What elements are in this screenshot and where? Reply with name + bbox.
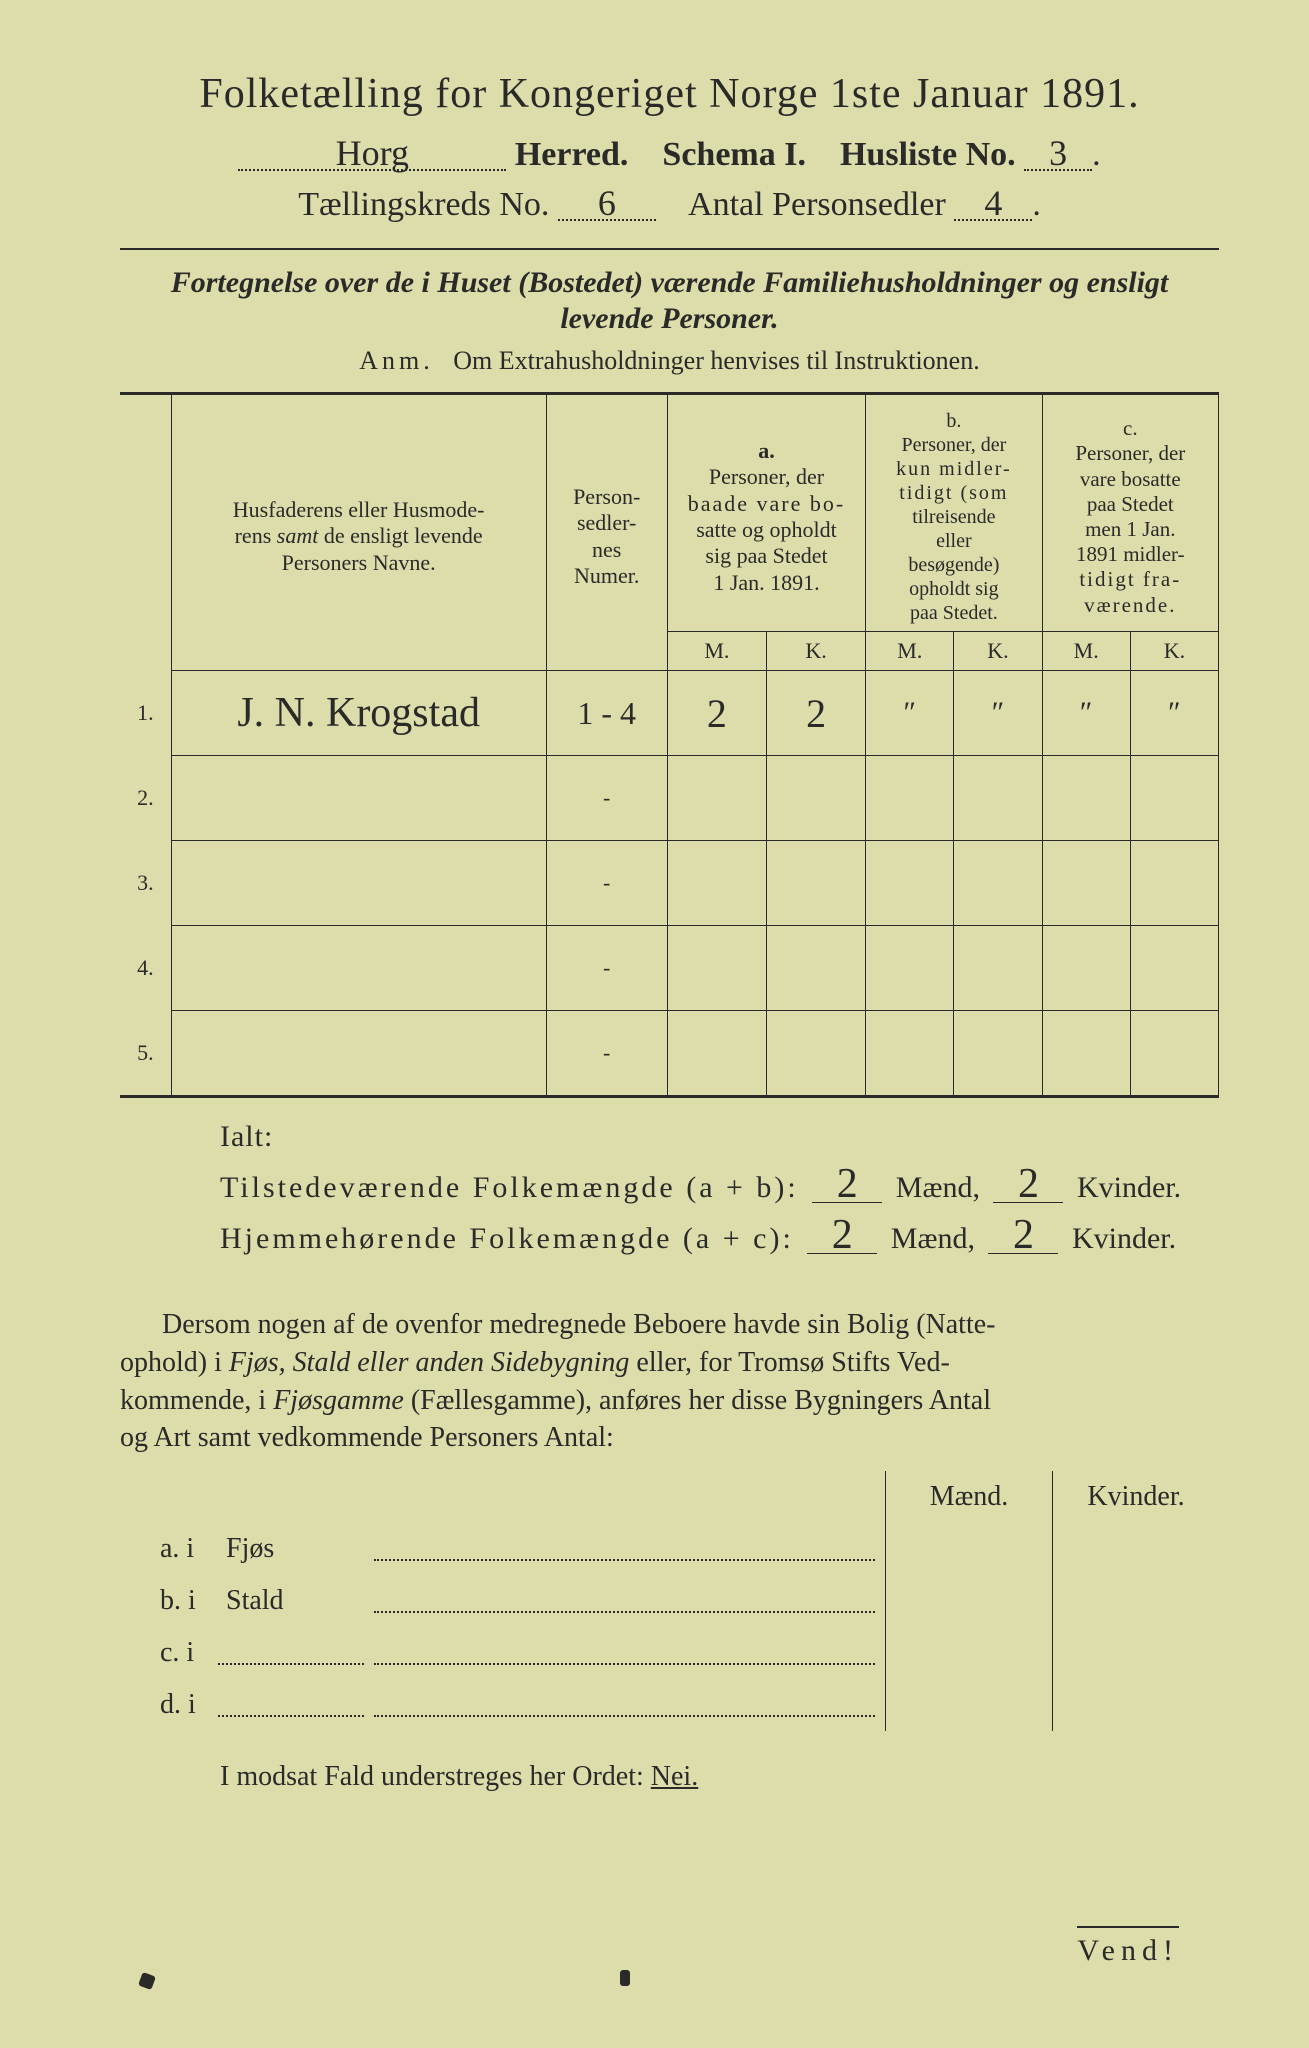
building-word	[218, 1627, 374, 1679]
row-num: 2.	[120, 756, 171, 841]
table-row: 1. J. N. Krogstad 1 - 4 2 2 ″ ″ ″ ″	[120, 671, 1219, 756]
vend-label: Vend!	[1077, 1926, 1179, 1968]
col-a-header: a. Personer, der baade vare bo- satte og…	[667, 394, 865, 632]
page-title: Folketælling for Kongeriget Norge 1ste J…	[120, 70, 1219, 118]
table-row: 4. -	[120, 926, 1219, 1011]
col-b-k: K.	[954, 632, 1042, 671]
row-name	[171, 756, 546, 841]
anm-label: Anm.	[359, 346, 434, 375]
row-sedler: 1 - 4	[546, 671, 667, 756]
building-letter: a. i	[120, 1523, 218, 1575]
husliste-label: Husliste No.	[840, 136, 1016, 173]
building-word: Fjøs	[218, 1523, 374, 1575]
row-sedler: -	[546, 841, 667, 926]
row-name	[171, 926, 546, 1011]
header-line-2: Horg Herred. Schema I. Husliste No. 3.	[120, 136, 1219, 174]
col-a-m: M.	[667, 632, 766, 671]
blank-header	[120, 394, 171, 671]
building-letter: b. i	[120, 1575, 218, 1627]
row-cM: ″	[1042, 671, 1130, 756]
divider	[120, 248, 1219, 250]
husliste-value: 3	[1024, 137, 1092, 171]
hjemme-line: Hjemmehørende Folkemængde (a + c): 2 Mæn…	[220, 1219, 1219, 1256]
herred-label: Herred.	[515, 136, 629, 173]
kreds-label: Tællingskreds No.	[298, 186, 549, 223]
schema-label: Schema I.	[662, 136, 806, 173]
tilstede-line: Tilstedeværende Folkemængde (a + b): 2 M…	[220, 1168, 1219, 1205]
col-c-m: M.	[1042, 632, 1130, 671]
building-word: Stald	[218, 1575, 374, 1627]
building-letter: d. i	[120, 1679, 218, 1731]
row-aK: 2	[767, 671, 866, 756]
subtitle-1: Fortegnelse over de i Huset (Bostedet) v…	[120, 266, 1219, 300]
antal-label: Antal Personsedler	[688, 186, 946, 223]
mk-maend-header: Mænd.	[886, 1471, 1053, 1523]
col-c-header: c. Personer, der vare bosatte paa Stedet…	[1042, 394, 1218, 632]
anm-text: Om Extrahusholdninger henvises til Instr…	[453, 346, 979, 375]
row-sedler: -	[546, 926, 667, 1011]
row-sedler: -	[546, 1011, 667, 1097]
col-b-header: b. Personer, der kun midler- tidigt (som…	[866, 394, 1042, 632]
col-b-m: M.	[866, 632, 954, 671]
row-bM: ″	[866, 671, 954, 756]
header-line-3: Tællingskreds No. 6 Antal Personsedler 4…	[120, 186, 1219, 224]
table-body: 1. J. N. Krogstad 1 - 4 2 2 ″ ″ ″ ″ 2. -…	[120, 671, 1219, 1097]
subtitle-2: levende Personer.	[120, 302, 1219, 336]
building-paragraph: Dersom nogen af de ovenfor medregnede Be…	[120, 1306, 1219, 1457]
kreds-value: 6	[558, 187, 656, 221]
col-c-k: K.	[1130, 632, 1218, 671]
tilstede-k: 2	[993, 1168, 1063, 1203]
col-a-k: K.	[767, 632, 866, 671]
ink-mark	[138, 1972, 156, 1990]
row-sedler: -	[546, 756, 667, 841]
table-row: 3. -	[120, 841, 1219, 926]
row-num: 1.	[120, 671, 171, 756]
row-num: 5.	[120, 1011, 171, 1097]
nei-line: I modsat Fald understreges her Ordet: Ne…	[120, 1761, 1219, 1793]
anm-line: Anm. Om Extrahusholdninger henvises til …	[120, 346, 1219, 376]
building-row: c. i	[120, 1627, 1219, 1679]
row-name	[171, 1011, 546, 1097]
mk-kvinder-header: Kvinder.	[1053, 1471, 1220, 1523]
household-table: Husfaderens eller Husmode- rens samt de …	[120, 392, 1219, 1098]
census-form-page: Folketælling for Kongeriget Norge 1ste J…	[0, 0, 1309, 2048]
ink-mark	[620, 1970, 630, 1986]
row-name	[171, 841, 546, 926]
hjemme-k: 2	[988, 1219, 1058, 1254]
col-num-header: Person- sedler- nes Numer.	[546, 394, 667, 671]
tilstede-m: 2	[812, 1168, 882, 1203]
hjemme-m: 2	[807, 1219, 877, 1254]
row-num: 4.	[120, 926, 171, 1011]
totals-block: Ialt: Tilstedeværende Folkemængde (a + b…	[120, 1120, 1219, 1256]
table-row: 2. -	[120, 756, 1219, 841]
row-cK: ″	[1130, 671, 1218, 756]
nei-word: Nei.	[651, 1761, 698, 1792]
row-aM: 2	[667, 671, 766, 756]
ialt-label: Ialt:	[220, 1120, 1219, 1154]
building-word	[218, 1679, 374, 1731]
building-row: a. i Fjøs	[120, 1523, 1219, 1575]
row-num: 3.	[120, 841, 171, 926]
col-name-header: Husfaderens eller Husmode- rens samt de …	[171, 394, 546, 671]
row-name: J. N. Krogstad	[171, 671, 546, 756]
antal-value: 4	[954, 187, 1032, 221]
row-bK: ″	[954, 671, 1042, 756]
building-table: Mænd. Kvinder. a. i Fjøs b. i Stald c. i…	[120, 1471, 1219, 1731]
herred-value: Horg	[238, 137, 506, 171]
building-row: d. i	[120, 1679, 1219, 1731]
building-letter: c. i	[120, 1627, 218, 1679]
building-row: b. i Stald	[120, 1575, 1219, 1627]
table-row: 5. -	[120, 1011, 1219, 1097]
